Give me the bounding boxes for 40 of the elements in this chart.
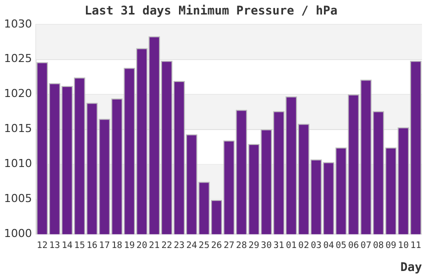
x-tick-label: 14: [62, 240, 73, 251]
x-tick-label: 27: [224, 240, 234, 251]
x-tick-label: 20: [136, 240, 148, 251]
x-tick-label: 31: [273, 240, 284, 251]
x-tick-label: 07: [360, 240, 372, 251]
x-tick-label: 09: [385, 240, 396, 251]
chart-title: Last 31 days Minimum Pressure / hPa: [84, 3, 338, 18]
y-tick-label: 1010: [4, 157, 32, 170]
y-tick-label: 1005: [4, 192, 32, 206]
x-tick-label: 25: [198, 240, 210, 251]
y-tick-label: 1000: [4, 227, 32, 240]
x-tick-label: 18: [112, 240, 122, 251]
x-tick-label: 26: [211, 240, 222, 251]
x-tick-label: 29: [248, 240, 260, 251]
x-tick-label: 30: [260, 240, 272, 251]
y-tick-label: 1015: [4, 122, 32, 136]
x-tick-label: 28: [236, 240, 247, 251]
x-tick-label: 12: [36, 240, 48, 251]
x-tick-label: 16: [86, 240, 98, 251]
x-tick-label: 21: [148, 240, 160, 251]
x-tick-label: 01: [286, 240, 297, 251]
x-tick-label: 11: [410, 240, 422, 251]
x-tick-label: 05: [336, 240, 346, 251]
x-tick-label: 13: [49, 240, 60, 251]
y-tick-label: 1020: [4, 87, 32, 100]
x-axis-title: Day: [400, 260, 422, 274]
x-tick-label: 24: [186, 240, 198, 251]
x-tick-label: 04: [323, 240, 334, 251]
x-tick-label: 03: [310, 240, 322, 251]
x-tick-label: 02: [298, 240, 310, 251]
x-tick-label: 22: [161, 240, 172, 251]
x-tick-label: 10: [398, 240, 409, 251]
x-tick-label: 17: [99, 240, 110, 251]
x-tick-label: 15: [74, 240, 85, 251]
x-tick-label: 08: [372, 240, 384, 251]
y-tick-label: 1025: [4, 52, 32, 66]
x-tick-label: 23: [174, 240, 185, 251]
x-tick-label: 19: [124, 240, 135, 251]
y-tick-label: 1030: [4, 17, 32, 30]
x-tick-label: 06: [348, 240, 359, 251]
